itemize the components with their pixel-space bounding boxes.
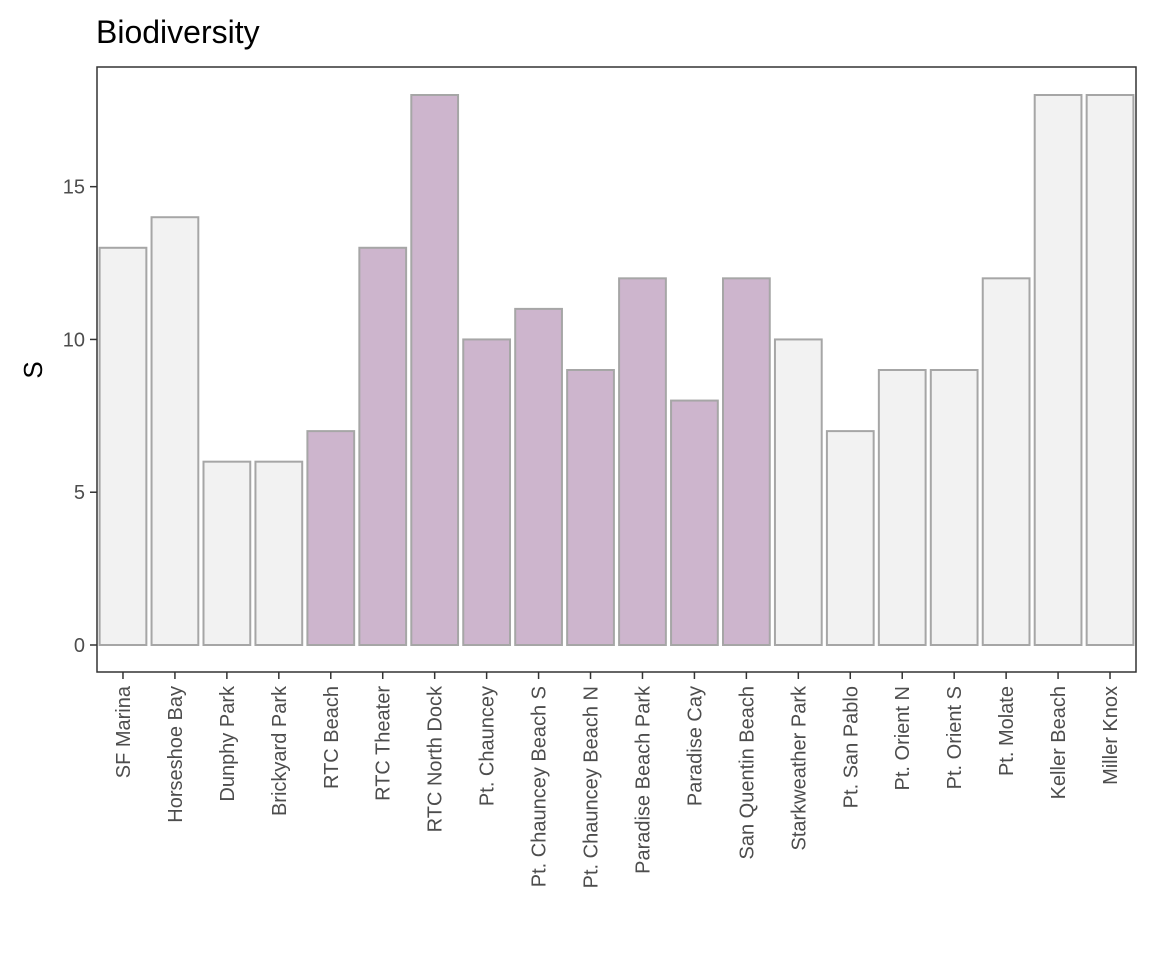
- x-tick-label: Pt. Molate: [996, 686, 1018, 776]
- bar-keller-beach: [1033, 94, 1083, 646]
- x-tick-label: Pt. Orient N: [892, 686, 914, 790]
- bar-rtc-beach: [306, 430, 356, 646]
- y-axis: 0 5 10 15: [63, 177, 97, 657]
- x-tick-label: Dunphy Park: [217, 685, 239, 802]
- x-tick-label: Paradise Beach Park: [632, 685, 654, 874]
- bar-paradise-cay: [670, 399, 719, 646]
- x-tick-label: RTC Beach: [321, 686, 343, 789]
- chart-title: Biodiversity: [96, 14, 260, 50]
- x-tick-label: Pt. San Pablo: [840, 686, 862, 808]
- bar-pt-orient-s: [929, 369, 979, 646]
- x-tick-label: Keller Beach: [1048, 686, 1070, 799]
- bar-san-quentin-beach: [722, 277, 771, 646]
- bar-paradise-beach-park: [618, 277, 667, 646]
- x-tick-label: San Quentin Beach: [736, 686, 758, 859]
- x-tick-label: Brickyard Park: [269, 685, 291, 816]
- x-tick-label: Starkweather Park: [788, 685, 810, 851]
- bar-rtc-theater: [358, 246, 408, 646]
- bar-horseshoe-bay: [150, 216, 200, 646]
- bar-miller-knox: [1085, 94, 1135, 646]
- x-tick-label: Pt. Chauncey: [477, 686, 499, 806]
- bar-sf-marina: [98, 246, 148, 646]
- x-tick-label: Horseshoe Bay: [165, 686, 187, 823]
- bar-pt-molate: [981, 277, 1031, 646]
- x-tick-label: Pt. Orient S: [944, 686, 966, 789]
- bar-rtc-north-dock: [410, 94, 460, 646]
- bar-dunphy-park: [202, 460, 252, 647]
- x-tick-label: SF Marina: [113, 685, 135, 778]
- x-tick-label: Paradise Cay: [684, 686, 706, 806]
- bar-brickyard-park: [254, 460, 304, 647]
- bar-pt-chauncey-beach-n: [566, 369, 615, 646]
- y-tick-label-15: 15: [63, 177, 85, 199]
- y-tick-label-0: 0: [74, 635, 85, 657]
- y-axis-title: S: [18, 361, 48, 378]
- bar-pt-orient-n: [877, 369, 927, 646]
- x-tick-label: Pt. Chauncey Beach S: [529, 686, 551, 887]
- bar-pt-chauncey: [462, 338, 512, 646]
- x-tick-label: Pt. Chauncey Beach N: [581, 686, 603, 888]
- x-axis: SF Marina Horseshoe Bay Dunphy Park Brickya…: [113, 672, 1122, 888]
- x-tick-label: Miller Knox: [1100, 686, 1122, 785]
- bar-pt-chauncey-beach-s: [514, 307, 563, 646]
- bar-pt-san-pablo: [825, 430, 875, 646]
- x-tick-label: RTC North Dock: [425, 685, 447, 832]
- y-tick-label-10: 10: [63, 329, 85, 351]
- panel-border: [96, 66, 1137, 673]
- bar-starkweather-park: [773, 338, 823, 646]
- x-tick-label: RTC Theater: [373, 686, 395, 801]
- bars-group: [98, 94, 1135, 647]
- y-tick-label-5: 5: [74, 482, 85, 504]
